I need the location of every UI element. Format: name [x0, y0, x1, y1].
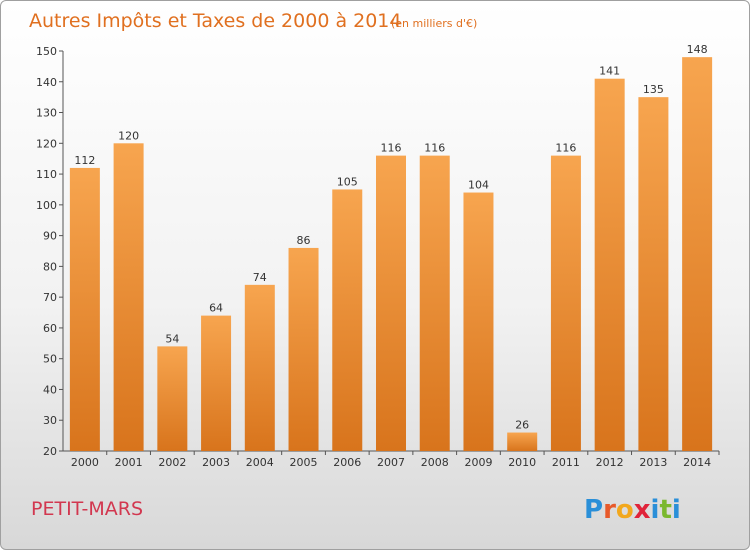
- bar-value-label: 105: [337, 175, 358, 188]
- bar-value-label: 116: [381, 142, 402, 155]
- bar-value-label: 112: [74, 154, 95, 167]
- x-tick-label: 2013: [639, 456, 667, 469]
- bar: [288, 247, 319, 451]
- bar: [550, 155, 581, 451]
- x-tick-label: 2012: [596, 456, 624, 469]
- bar-value-label: 148: [687, 43, 708, 56]
- x-tick-label: 2003: [202, 456, 230, 469]
- plot-area: 20 30 40 50 60 70 80 90 100 110 120 130 140 150 112 200…: [36, 43, 720, 469]
- y-tick-label: 30: [43, 414, 57, 427]
- bar-value-label: 54: [165, 332, 179, 345]
- chart-unit-note: (en milliers d'€): [391, 17, 477, 30]
- chart-title: Autres Impôts et Taxes de 2000 à 2014: [29, 10, 402, 32]
- bar-value-label: 141: [599, 65, 620, 78]
- y-tick-label: 50: [43, 353, 57, 366]
- bar: [113, 143, 144, 452]
- bar-value-label: 116: [424, 142, 445, 155]
- bar: [244, 284, 275, 451]
- y-tick-label: 20: [43, 445, 57, 458]
- logo-letter: o: [616, 495, 634, 525]
- bar: [69, 167, 100, 451]
- logo-letter: i: [672, 495, 681, 525]
- x-tick-label: 2005: [290, 456, 318, 469]
- y-tick-label: 120: [36, 137, 57, 150]
- bar: [463, 192, 494, 452]
- bar-value-label: 26: [515, 419, 529, 432]
- bar: [507, 432, 538, 451]
- x-tick-label: 2006: [333, 456, 361, 469]
- logo-letter: t: [659, 495, 671, 525]
- x-tick-label: 2002: [158, 456, 186, 469]
- x-tick-label: 2007: [377, 456, 405, 469]
- y-tick-label: 150: [36, 45, 57, 58]
- bar-value-label: 120: [118, 129, 139, 142]
- y-tick-label: 80: [43, 260, 57, 273]
- logo-letter: P: [584, 495, 603, 525]
- bar-value-label: 64: [209, 302, 223, 315]
- x-tick-label: 2008: [421, 456, 449, 469]
- bar: [157, 346, 188, 451]
- bar: [682, 57, 713, 452]
- logo-letter: i: [651, 495, 660, 525]
- bar: [638, 97, 669, 452]
- x-tick-label: 2000: [71, 456, 99, 469]
- y-tick-label: 90: [43, 230, 57, 243]
- x-tick-label: 2001: [115, 456, 143, 469]
- x-tick-label: 2004: [246, 456, 274, 469]
- y-tick-label: 100: [36, 199, 57, 212]
- bar-value-label: 104: [468, 179, 489, 192]
- x-tick-label: 2009: [464, 456, 492, 469]
- bar-value-label: 74: [253, 271, 267, 284]
- y-tick-label: 130: [36, 107, 57, 120]
- bar: [332, 189, 363, 451]
- bar: [419, 155, 450, 451]
- x-tick-label: 2011: [552, 456, 580, 469]
- proxiti-logo: Proxiti: [584, 495, 681, 525]
- place-name: PETIT-MARS: [31, 498, 143, 520]
- x-tick-label: 2010: [508, 456, 536, 469]
- bar: [594, 78, 625, 451]
- y-tick-label: 110: [36, 168, 57, 181]
- bar-value-label: 116: [555, 142, 576, 155]
- bar-value-label: 86: [297, 234, 311, 247]
- bar: [376, 155, 406, 451]
- y-tick-label: 40: [43, 383, 57, 396]
- x-tick-label: 2014: [683, 456, 711, 469]
- y-tick-label: 70: [43, 291, 57, 304]
- bar-value-label: 135: [643, 83, 664, 96]
- bar: [201, 315, 232, 451]
- y-tick-label: 60: [43, 322, 57, 335]
- logo-letter: x: [634, 495, 651, 525]
- y-tick-label: 140: [36, 76, 57, 89]
- logo-letter: r: [603, 495, 616, 525]
